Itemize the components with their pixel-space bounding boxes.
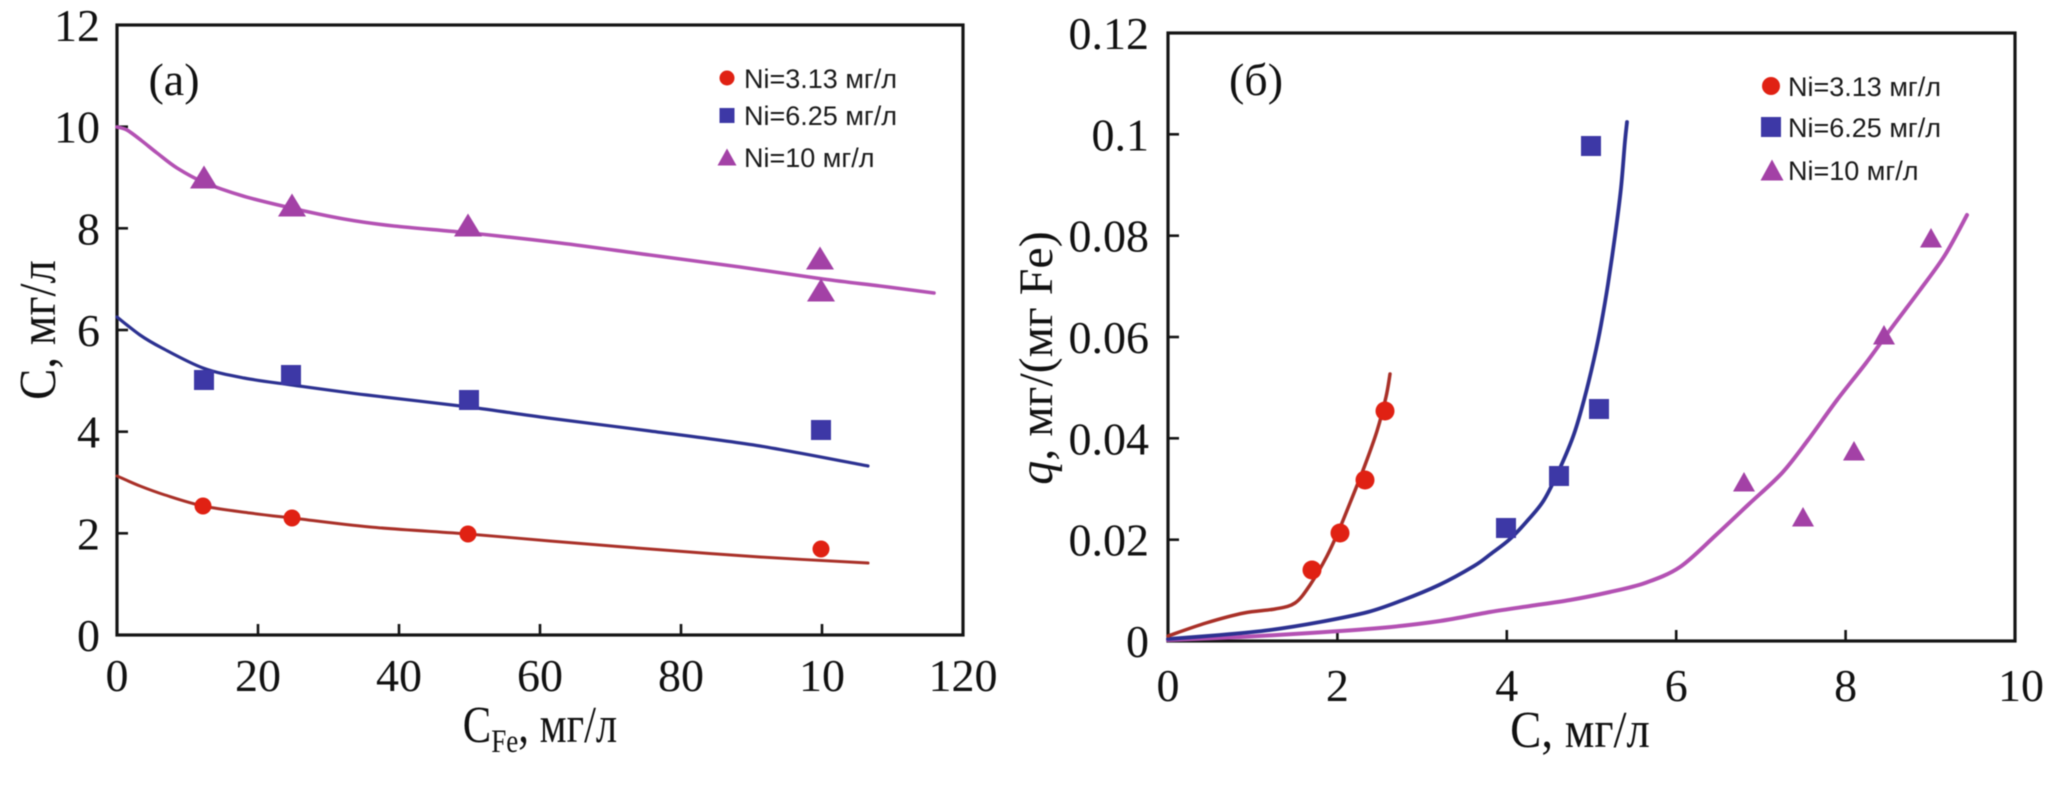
svg-text:8: 8 [77,203,100,254]
svg-text:6: 6 [1665,660,1688,711]
svg-text:2: 2 [1326,660,1349,711]
svg-text:8: 8 [1834,660,1857,711]
svg-text:12: 12 [54,0,100,51]
svg-text:(a): (a) [148,54,199,105]
svg-text:0.12: 0.12 [1069,8,1150,59]
svg-text:(б): (б) [1229,54,1283,105]
svg-text:10: 10 [54,102,100,153]
svg-text:0.02: 0.02 [1069,515,1150,566]
svg-text:C, мг/л: C, мг/л [9,260,67,400]
svg-text:20: 20 [235,650,281,701]
svg-text:10: 10 [799,650,845,701]
svg-text:0: 0 [77,610,100,661]
svg-text:0.06: 0.06 [1069,312,1150,363]
svg-text:6: 6 [77,305,100,356]
svg-text:0.08: 0.08 [1069,211,1150,262]
svg-text:60: 60 [517,650,563,701]
svg-text:120: 120 [929,650,998,701]
svg-text:0.04: 0.04 [1069,413,1150,464]
svg-text:40: 40 [376,650,422,701]
svg-text:2: 2 [77,508,100,559]
svg-text:0: 0 [106,650,129,701]
svg-text:0: 0 [1157,660,1180,711]
svg-text:Ni=3.13 мг/л: Ni=3.13 мг/л [1788,72,1941,102]
svg-text:4: 4 [1495,660,1518,711]
svg-text:0.1: 0.1 [1092,109,1150,160]
svg-text:Ni=3.13 мг/л: Ni=3.13 мг/л [744,64,897,94]
svg-text:0: 0 [1126,616,1149,667]
svg-text:CFe, мг/л: CFe, мг/л [463,697,617,759]
svg-text:Ni=6.25 мг/л: Ni=6.25 мг/л [744,101,897,131]
svg-text:4: 4 [77,407,100,458]
svg-text:Ni=6.25 мг/л: Ni=6.25 мг/л [1788,113,1941,143]
svg-text:C, мг/л: C, мг/л [1510,701,1650,759]
svg-text:Ni=10 мг/л: Ni=10 мг/л [744,143,874,173]
svg-text:80: 80 [658,650,704,701]
svg-text:10: 10 [1998,660,2044,711]
svg-text:Ni=10 мг/л: Ni=10 мг/л [1788,156,1918,186]
svg-text:q, мг/(мг Fe): q, мг/(мг Fe) [1010,231,1063,484]
